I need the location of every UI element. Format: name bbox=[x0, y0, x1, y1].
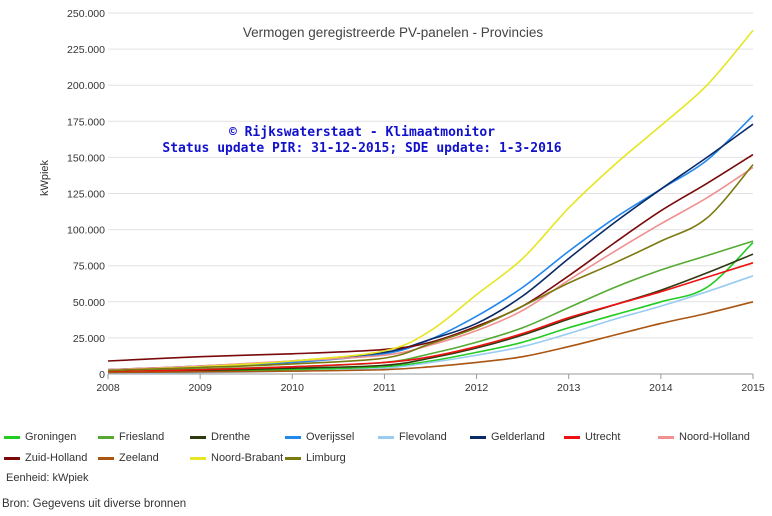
grid-lines bbox=[108, 12, 753, 375]
y-tick-label: 75.000 bbox=[73, 261, 105, 273]
legend-item-groningen[interactable]: Groningen bbox=[4, 431, 76, 443]
series-line-friesland bbox=[107, 240, 754, 372]
x-tick-label: 2009 bbox=[188, 382, 212, 394]
legend-item-gelderland[interactable]: Gelderland bbox=[470, 431, 545, 443]
y-tick-label: 175.000 bbox=[67, 116, 105, 128]
legend-label: Limburg bbox=[306, 452, 346, 464]
y-tick-label: 225.000 bbox=[67, 44, 105, 56]
y-axis-ticks: 0 25.000 50.000 75.000 100.000 125.000 150.000… bbox=[67, 8, 105, 381]
legend-swatch bbox=[190, 435, 206, 439]
legend-label: Zeeland bbox=[119, 452, 159, 464]
watermark-line-1: © Rijkswaterstaat - Klimaatmonitor bbox=[229, 125, 495, 140]
series-line-gelderland bbox=[107, 123, 754, 371]
watermark-line-2: Status update PIR: 31-12-2015; SDE updat… bbox=[162, 141, 561, 156]
x-tick-label: 2013 bbox=[557, 382, 581, 394]
legend-item-zuid-holland[interactable]: Zuid-Holland bbox=[4, 452, 87, 464]
y-axis-label: kWpiek bbox=[39, 159, 51, 196]
legend-swatch bbox=[564, 435, 580, 439]
legend-item-noord-brabant[interactable]: Noord-Brabant bbox=[190, 452, 283, 464]
legend-item-flevoland[interactable]: Flevoland bbox=[378, 431, 447, 443]
x-tick-label: 2012 bbox=[465, 382, 489, 394]
y-tick-label: 150.000 bbox=[67, 152, 105, 164]
legend-item-utrecht[interactable]: Utrecht bbox=[564, 431, 620, 443]
legend-item-drenthe[interactable]: Drenthe bbox=[190, 431, 250, 443]
legend-item-friesland[interactable]: Friesland bbox=[98, 431, 164, 443]
legend-swatch bbox=[98, 456, 114, 460]
legend-label: Friesland bbox=[119, 431, 165, 443]
legend-label: Gelderland bbox=[491, 431, 545, 443]
x-tick-label: 2008 bbox=[96, 382, 120, 394]
legend-item-noord-holland[interactable]: Noord-Holland bbox=[658, 431, 750, 443]
series-line-zuid-holland bbox=[107, 153, 754, 362]
line-chart: 0 25.000 50.000 75.000 100.000 125.000 150.000… bbox=[39, 8, 765, 394]
source-note: Bron: Gegevens uit diverse bronnen bbox=[2, 498, 187, 510]
x-tick-label: 2011 bbox=[373, 382, 396, 394]
y-tick-label: 0 bbox=[99, 369, 105, 381]
legend-label: Overijssel bbox=[306, 431, 355, 443]
legend-label: Groningen bbox=[25, 431, 77, 443]
legend-item-overijssel[interactable]: Overijssel bbox=[285, 431, 354, 443]
legend-swatch bbox=[4, 456, 20, 460]
legend-swatch bbox=[658, 435, 674, 439]
y-tick-label: 100.000 bbox=[67, 225, 105, 237]
y-tick-label: 200.000 bbox=[67, 80, 105, 92]
legend-label: Zuid-Holland bbox=[25, 452, 88, 464]
series-line-utrecht bbox=[107, 262, 754, 373]
y-tick-label: 50.000 bbox=[73, 297, 105, 309]
legend-item-zeeland[interactable]: Zeeland bbox=[98, 452, 159, 464]
legend-label: Noord-Brabant bbox=[211, 452, 284, 464]
legend-swatch bbox=[190, 456, 206, 460]
series-line-drenthe bbox=[107, 253, 754, 373]
legend-swatch bbox=[285, 456, 301, 460]
x-tick-label: 2010 bbox=[281, 382, 305, 394]
legend-swatch bbox=[470, 435, 486, 439]
legend-swatch bbox=[285, 435, 301, 439]
y-tick-label: 125.000 bbox=[67, 189, 105, 201]
series-line-zeeland bbox=[107, 301, 754, 374]
legend-item-limburg[interactable]: Limburg bbox=[285, 452, 346, 464]
series-line-groningen bbox=[107, 242, 754, 374]
legend: Groningen Friesland Drenthe Overijssel Flevo… bbox=[0, 428, 772, 468]
y-tick-label: 25.000 bbox=[73, 333, 105, 345]
chart-title: Vermogen geregistreerde PV-panelen - Pro… bbox=[243, 25, 543, 40]
series-line-limburg bbox=[107, 164, 754, 372]
x-tick-label: 2014 bbox=[649, 382, 673, 394]
x-axis-ticks: 2008 2009 2010 2011 2012 2013 2014 2015 bbox=[96, 373, 765, 394]
legend-label: Utrecht bbox=[585, 431, 621, 443]
y-tick-label: 250.000 bbox=[67, 8, 105, 20]
unit-note: Eenheid: kWpiek bbox=[6, 472, 89, 484]
series-line-noord-brabant bbox=[107, 29, 754, 372]
legend-label: Flevoland bbox=[399, 431, 447, 443]
legend-label: Noord-Holland bbox=[679, 431, 750, 443]
legend-label: Drenthe bbox=[211, 431, 251, 443]
legend-swatch bbox=[378, 435, 394, 439]
legend-swatch bbox=[98, 435, 114, 439]
legend-swatch bbox=[4, 435, 20, 439]
x-tick-label: 2015 bbox=[741, 382, 765, 394]
series-lines bbox=[107, 29, 754, 375]
